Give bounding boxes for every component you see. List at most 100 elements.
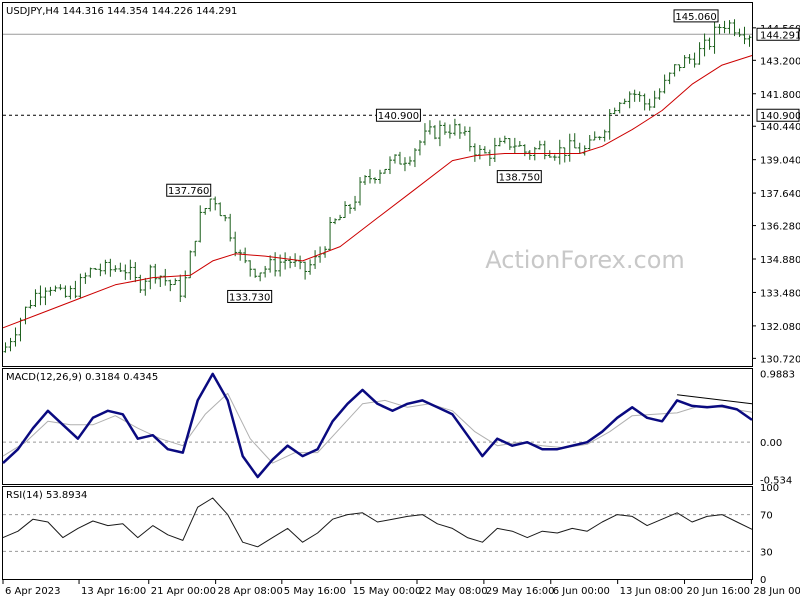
price-bar: [63, 285, 68, 298]
time-axis-label: 20 Jun 16:00: [687, 586, 751, 597]
rsi-axis-label: 0: [760, 575, 766, 586]
price-bar: [467, 126, 472, 152]
price-annotation: 145.060: [673, 9, 719, 23]
price-bar: [48, 286, 53, 296]
price-bar: [78, 273, 83, 299]
time-axis-label: 28 Jun 00:00: [753, 586, 800, 597]
time-axis-label: 29 May 16:00: [486, 586, 555, 597]
price-bar: [412, 148, 417, 168]
price-bar: [572, 133, 577, 149]
price-bar: [118, 262, 123, 272]
price-bar: [233, 231, 238, 257]
price-bar: [73, 280, 78, 299]
macd-line: [2, 372, 753, 479]
price-bar: [328, 216, 333, 251]
price-bar: [308, 259, 313, 275]
price-bar: [303, 261, 308, 280]
price-axis-label: 139.040: [760, 156, 800, 167]
time-axis-label: 22 May 08:00: [419, 586, 488, 597]
price-bar: [427, 120, 432, 135]
time-axis-label: 15 May 00:00: [353, 586, 422, 597]
price-axis-label: 133.480: [760, 288, 800, 299]
rsi-layer: [2, 497, 753, 552]
price-annotation-label: 137.760: [168, 186, 209, 197]
rsi-line: [2, 497, 753, 548]
price-bar: [353, 195, 358, 211]
price-bar: [58, 284, 63, 291]
price-bar: [667, 72, 672, 85]
price-bar: [248, 260, 253, 277]
price-bar: [283, 252, 288, 270]
price-axis-label: 132.080: [760, 322, 800, 333]
price-annotation: 138.750: [496, 170, 542, 184]
price-bar: [263, 265, 268, 278]
price-bar: [682, 55, 687, 69]
price-bar: [188, 250, 193, 279]
rsi-axis-label: 100: [760, 483, 779, 494]
price-annotation-label: 140.900: [378, 111, 419, 122]
time-axis-label: 28 Apr 08:00: [218, 586, 283, 597]
price-bar: [602, 129, 607, 142]
price-bar: [108, 258, 113, 277]
rsi-panel-frame: [2, 486, 753, 580]
price-bar: [677, 64, 682, 72]
price-bar: [597, 136, 602, 141]
price-bar: [542, 140, 547, 160]
macd-axis-label: 0.00: [760, 438, 782, 449]
price-bar: [617, 102, 622, 114]
price-annotation-label: 145.060: [675, 12, 716, 23]
price-bar: [38, 285, 43, 306]
price-bar: [223, 214, 228, 222]
price-bar: [13, 327, 18, 347]
price-bar: [333, 218, 338, 225]
price-annotation-box: [496, 170, 542, 184]
price-axis-label: 137.640: [760, 189, 800, 200]
price-bar: [562, 147, 567, 163]
price-bar: [218, 202, 223, 217]
time-axis-label: 13 Apr 16:00: [81, 586, 146, 597]
macd-axis-label: -0.534: [760, 475, 792, 486]
price-annotation-box: [673, 9, 719, 23]
watermark: ActionForex.com: [485, 246, 685, 274]
price-bar: [722, 20, 727, 34]
time-axis-label: 6 Jun 00:00: [553, 586, 610, 597]
price-bar: [407, 156, 412, 166]
macd-header: MACD(12,26,9) 0.3184 0.4345: [6, 372, 158, 383]
price-bar: [492, 137, 497, 163]
price-bar: [447, 124, 452, 139]
price-bar: [452, 118, 457, 136]
time-axis-label: 13 Jun 08:00: [620, 586, 684, 597]
price-bar: [607, 109, 612, 140]
price-bar: [228, 213, 233, 242]
rsi-header: RSI(14) 53.8934: [6, 490, 87, 501]
price-bar: [238, 249, 243, 261]
price-bar: [363, 175, 368, 185]
price-bar: [198, 205, 203, 243]
price-bar: [193, 240, 198, 257]
price-bar: [552, 154, 557, 161]
price-annotation: 137.760: [166, 183, 212, 197]
price-bar: [422, 123, 427, 146]
price-bar: [178, 274, 183, 302]
price-bar: [382, 168, 387, 174]
price-bar: [742, 26, 747, 45]
price-bar: [712, 21, 717, 54]
price-bar: [642, 93, 647, 111]
price-bar: [83, 272, 88, 284]
price-bar: [567, 133, 572, 162]
price-bar: [208, 198, 213, 212]
price-annotation-label: 133.730: [229, 292, 270, 303]
price-bar: [173, 278, 178, 286]
price-bar: [487, 149, 492, 166]
price-bar: [123, 264, 128, 280]
price-bar: [33, 289, 38, 308]
price-bar: [373, 177, 378, 184]
price-bar: [527, 150, 532, 160]
price-bar: [672, 64, 677, 77]
price-annotation: 133.730: [227, 289, 273, 303]
price-bar: [652, 90, 657, 108]
macd-axis-label: 0.9883: [760, 369, 795, 380]
price-bar: [402, 157, 407, 172]
price-bar: [507, 138, 512, 150]
macd-panel-frame: [2, 368, 753, 485]
